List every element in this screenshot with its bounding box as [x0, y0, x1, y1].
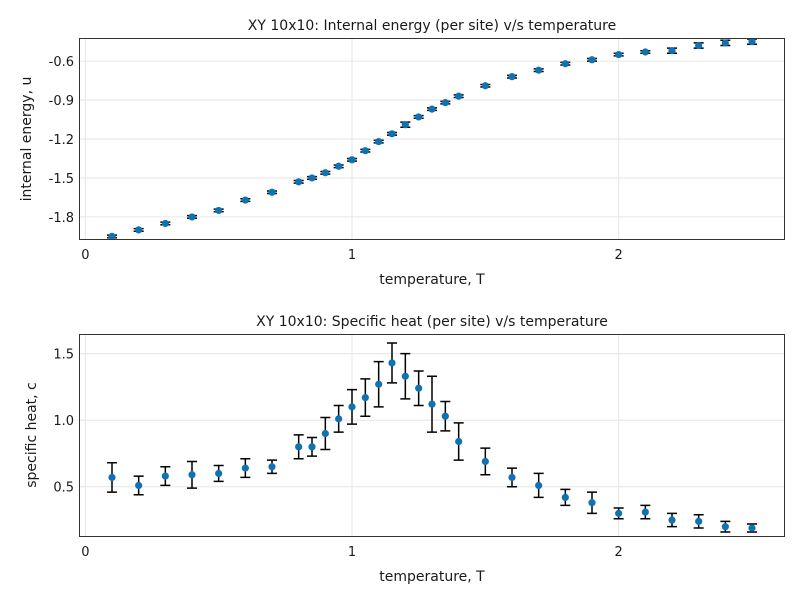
data-point [695, 517, 703, 525]
x-tick-label: 1 [348, 248, 356, 263]
data-point [481, 82, 489, 90]
x-tick-label: 2 [615, 248, 623, 263]
data-point [721, 39, 729, 47]
chart-title: XY 10x10: Internal energy (per site) v/s… [248, 18, 616, 34]
data-point [108, 232, 116, 241]
data-point [161, 219, 169, 228]
x-tick-label: 2 [615, 545, 623, 560]
data-point [335, 415, 343, 423]
data-point [721, 523, 729, 531]
data-point [401, 372, 409, 380]
y-tick-label: -1.5 [49, 172, 74, 187]
data-point [455, 92, 463, 100]
gridlines [80, 39, 784, 239]
y-axis-label: internal energy, u [19, 77, 35, 202]
data-point [135, 481, 143, 490]
data-point [561, 60, 569, 68]
data-point [441, 412, 449, 420]
data-point [508, 473, 516, 482]
data-point [375, 137, 383, 146]
gridlines [80, 335, 784, 536]
specific-heat-panel: XY 10x10: Specific heat (per site) v/s t… [24, 314, 785, 585]
x-axis-label: temperature, T [379, 272, 485, 288]
data-point [401, 121, 409, 129]
data-point [455, 437, 463, 446]
data-point [415, 384, 423, 392]
data-point [695, 41, 703, 50]
data-point [388, 359, 396, 367]
data-point [668, 516, 676, 524]
y-tick-label: 1.0 [53, 414, 74, 429]
data-marks [107, 342, 757, 533]
data-point [535, 481, 543, 490]
x-axis-label: temperature, T [379, 569, 485, 585]
data-point [481, 457, 489, 466]
data-point [588, 56, 596, 64]
data-point [748, 37, 756, 46]
data-point [348, 403, 356, 411]
y-tick-label: 0.5 [53, 481, 74, 496]
data-point [375, 380, 383, 388]
x-tick-label: 0 [81, 248, 89, 263]
data-point [268, 188, 276, 196]
data-point [508, 73, 516, 81]
data-point [748, 524, 756, 532]
data-point [295, 443, 303, 451]
y-axis-label: specific heat, c [24, 382, 40, 488]
data-point [188, 213, 196, 221]
data-point [241, 196, 249, 204]
data-point [335, 162, 343, 170]
data-point [268, 463, 276, 471]
tick-labels: 0 1 2 -1.8 -1.5 -1.2 -0.9 -0.6 [49, 55, 623, 263]
data-point [161, 472, 169, 480]
y-tick-label: -0.9 [49, 94, 74, 109]
y-tick-label: -1.2 [49, 133, 74, 148]
data-point [241, 464, 249, 472]
y-tick-label: -0.6 [49, 55, 74, 70]
data-point [188, 471, 196, 479]
x-tick-label: 1 [348, 545, 356, 560]
chart-title: XY 10x10: Specific heat (per site) v/s t… [256, 314, 608, 330]
data-point [641, 48, 649, 56]
data-point [535, 66, 543, 74]
data-point [215, 469, 223, 478]
data-point [668, 47, 676, 55]
data-point [428, 105, 436, 113]
data-point [588, 499, 596, 507]
plot-frame [79, 38, 785, 240]
data-point [321, 169, 329, 177]
data-point [415, 113, 423, 121]
y-tick-label: -1.8 [49, 211, 74, 226]
data-point [308, 174, 316, 182]
data-point [361, 147, 369, 155]
data-point [321, 429, 329, 438]
tick-labels: 0 1 2 0.5 1.0 1.5 [53, 348, 622, 560]
data-point [388, 130, 396, 138]
y-tick-label: 1.5 [53, 348, 74, 363]
data-point [441, 99, 449, 107]
data-marks [107, 37, 757, 241]
data-point [361, 393, 369, 402]
data-point [215, 206, 223, 215]
data-point [308, 443, 316, 451]
data-point [295, 178, 303, 186]
data-point [348, 156, 356, 164]
data-point [561, 493, 569, 501]
data-point [641, 508, 649, 516]
data-point [615, 509, 623, 517]
data-point [428, 400, 436, 408]
x-tick-label: 0 [81, 545, 89, 560]
plot-frame [79, 334, 785, 537]
data-point [615, 50, 623, 59]
data-point [108, 473, 116, 482]
data-point [135, 226, 143, 234]
internal-energy-panel: XY 10x10: Internal energy (per site) v/s… [19, 18, 785, 288]
